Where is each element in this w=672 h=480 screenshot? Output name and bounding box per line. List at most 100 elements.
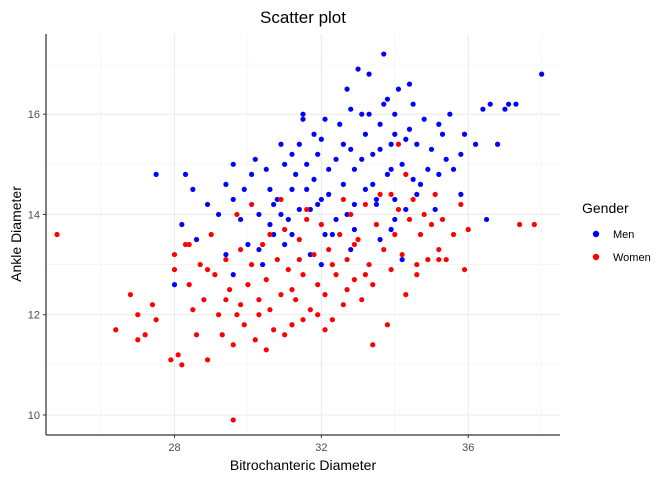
x-axis-title: Bitrochanteric Diameter xyxy=(230,457,377,473)
point-women xyxy=(204,266,211,273)
point-women xyxy=(296,236,302,243)
point-women xyxy=(465,226,471,233)
chart-title: Scatter plot xyxy=(260,8,346,27)
point-women xyxy=(315,282,321,288)
axis-lines xyxy=(45,34,560,436)
point-men xyxy=(289,151,295,157)
point-men xyxy=(384,96,391,102)
point-women xyxy=(344,287,350,293)
point-women xyxy=(307,307,313,313)
point-men xyxy=(256,211,262,218)
point-men xyxy=(304,186,310,192)
point-men xyxy=(193,236,200,243)
point-women xyxy=(359,297,365,303)
point-women xyxy=(370,342,376,348)
point-women xyxy=(186,241,192,248)
point-men xyxy=(403,136,409,142)
point-women xyxy=(450,231,457,238)
point-women xyxy=(300,317,306,323)
point-women xyxy=(417,231,424,238)
y-tick-label: 12 xyxy=(28,310,40,322)
point-men xyxy=(296,141,302,147)
point-men xyxy=(384,171,391,177)
point-men xyxy=(311,176,317,182)
point-women xyxy=(377,191,383,197)
point-men xyxy=(370,151,376,157)
point-women xyxy=(168,357,174,363)
point-men xyxy=(263,166,269,172)
point-men xyxy=(179,221,185,228)
point-women xyxy=(403,171,409,177)
point-men xyxy=(487,101,493,107)
point-men xyxy=(333,156,339,162)
point-women xyxy=(127,292,134,298)
point-men xyxy=(388,141,394,147)
y-tick-label: 16 xyxy=(28,109,40,121)
point-men xyxy=(362,131,369,137)
point-women xyxy=(234,211,240,218)
point-women xyxy=(443,256,449,263)
point-women xyxy=(384,322,391,328)
point-men xyxy=(326,191,332,197)
point-women xyxy=(315,312,321,318)
point-men xyxy=(223,251,229,258)
point-women xyxy=(267,307,273,313)
point-men xyxy=(436,171,442,177)
point-women xyxy=(333,272,339,278)
point-women xyxy=(318,221,324,228)
point-women xyxy=(414,261,420,268)
point-men xyxy=(355,66,361,72)
point-men xyxy=(428,146,435,152)
point-men xyxy=(399,161,405,167)
legend-item-women: Women xyxy=(592,252,651,264)
point-women xyxy=(190,307,196,313)
point-men xyxy=(307,206,313,213)
point-men xyxy=(439,131,446,137)
legend-label-men: Men xyxy=(613,229,634,241)
point-women xyxy=(249,261,255,268)
point-women xyxy=(234,312,240,318)
point-women xyxy=(458,201,464,208)
legend-key-men xyxy=(592,230,600,238)
point-men xyxy=(359,111,365,117)
point-women xyxy=(395,206,402,213)
point-men xyxy=(366,71,372,77)
y-tick-label: 14 xyxy=(28,209,40,221)
point-men xyxy=(278,211,284,218)
point-men xyxy=(388,166,394,172)
point-men xyxy=(230,272,236,278)
point-men xyxy=(348,146,354,152)
point-women xyxy=(260,241,266,248)
point-women xyxy=(439,216,446,223)
point-men xyxy=(337,121,343,127)
point-men xyxy=(417,181,424,187)
point-women xyxy=(201,297,207,303)
point-women xyxy=(208,231,214,238)
point-men xyxy=(399,256,405,263)
point-women xyxy=(237,302,244,308)
point-women xyxy=(436,256,442,263)
point-men xyxy=(392,111,398,117)
point-women xyxy=(223,297,229,303)
point-women xyxy=(263,277,269,283)
point-women xyxy=(517,221,523,228)
point-men xyxy=(252,156,258,162)
point-men xyxy=(410,176,416,182)
point-men xyxy=(461,131,468,137)
point-women xyxy=(381,246,387,253)
point-women xyxy=(362,272,369,278)
point-men xyxy=(230,196,236,203)
point-women xyxy=(175,352,181,358)
point-men xyxy=(366,111,372,117)
point-men xyxy=(359,156,365,162)
point-men xyxy=(315,201,321,208)
point-women xyxy=(135,337,141,343)
point-men xyxy=(237,216,244,223)
point-women xyxy=(348,211,354,218)
point-men xyxy=(260,261,266,268)
point-women xyxy=(329,317,335,323)
point-men xyxy=(348,246,354,253)
point-women xyxy=(256,297,262,303)
data-points xyxy=(54,51,545,423)
point-men xyxy=(351,226,357,233)
